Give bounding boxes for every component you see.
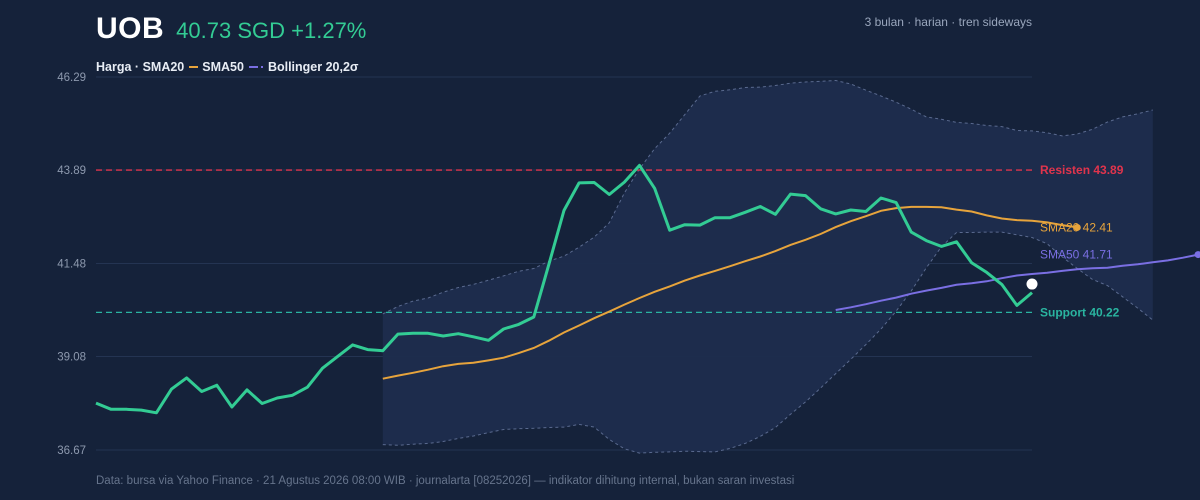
legend-sma20: SMA20: [142, 60, 185, 74]
legend-sma20-swatch: [189, 66, 199, 68]
bollinger-upper-line: [382, 79, 1153, 315]
price-change: +1.27%: [291, 18, 367, 43]
bollinger-lower-line: [382, 231, 1154, 454]
ticker-symbol: UOB: [96, 12, 165, 45]
latest-price-dot: [1026, 278, 1038, 290]
sma50-end-point: [1194, 251, 1200, 259]
sma50-line: [835, 253, 1199, 311]
data-source-footer: Data: bursa via Yahoo Finance · 21 Agust…: [96, 475, 795, 487]
legend-price: Harga ·: [96, 60, 140, 74]
support-label: Support 40.22: [1040, 305, 1120, 319]
chart-subtitle: 3 bulan · harian · tren sideways: [864, 15, 1032, 29]
y-tick-label: 36.67: [57, 445, 86, 457]
level-lines: [96, 169, 1032, 314]
current-price: 40.73 SGD: [176, 18, 286, 43]
sma20-end-point: [1073, 223, 1081, 231]
resisten-label: Resisten 43.89: [1040, 163, 1124, 177]
sma20-line: [382, 205, 1078, 380]
chart-legend: Harga · SMA20 SMA50 Bollinger 20,2σ: [96, 60, 358, 74]
price-line: [95, 163, 1033, 415]
series-lines: [95, 163, 1200, 415]
sma50-value-label: SMA50 41.71: [1040, 248, 1113, 262]
legend-bollinger-swatch: [248, 66, 258, 68]
bollinger-band: [382, 79, 1154, 454]
y-tick-label: 41.48: [57, 259, 86, 271]
y-tick-label: 43.89: [57, 165, 86, 177]
end-labels: Resisten 43.89 Support 40.22 SMA20 42.41 SM…: [1040, 163, 1124, 319]
y-tick-label: 46.29: [57, 72, 86, 84]
bollinger-band-fill: [382, 80, 1153, 454]
legend-bollinger-dot: [260, 66, 263, 68]
y-tick-label: 39.08: [57, 352, 86, 364]
legend-sma50: SMA50: [202, 60, 244, 74]
sma20-value-label: SMA20 42.41: [1040, 220, 1113, 234]
chart-header: UOB 40.73 SGD +1.27%: [96, 12, 366, 46]
price-and-change: 40.73 SGD +1.27%: [176, 18, 366, 44]
legend-bollinger: Bollinger 20,2σ: [267, 60, 359, 74]
